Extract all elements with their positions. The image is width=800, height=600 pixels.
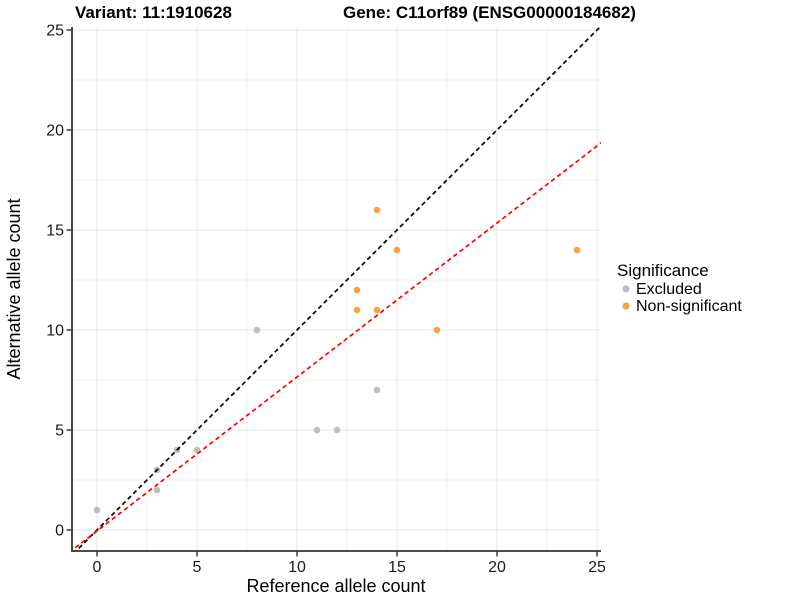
data-point-non-significant <box>353 286 361 294</box>
data-point-non-significant <box>353 306 361 314</box>
legend-label-excluded: Excluded <box>636 281 702 298</box>
regression-line <box>72 141 601 551</box>
identity-line <box>74 27 601 551</box>
data-point-excluded <box>93 506 101 514</box>
x-tick-15: 15 <box>388 559 406 576</box>
x-tick-10: 10 <box>288 559 306 576</box>
gene-title: Gene: C11orf89 (ENSG00000184682) <box>343 3 636 22</box>
y-tick-15: 15 <box>46 223 64 240</box>
data-point-non-significant <box>373 206 381 214</box>
data-point-excluded <box>153 486 161 494</box>
reference-lines <box>72 27 601 551</box>
y-tick-0: 0 <box>55 523 64 540</box>
data-point-non-significant <box>433 326 441 334</box>
data-point-non-significant <box>373 306 381 314</box>
y-tick-20: 20 <box>46 123 64 140</box>
x-axis-title: Reference allele count <box>246 576 425 596</box>
gridlines-minor <box>72 27 601 551</box>
data-point-non-significant <box>573 246 581 254</box>
legend-title: Significance <box>617 261 709 280</box>
legend-label-non-significant: Non-significant <box>636 298 742 315</box>
data-point-excluded <box>333 426 341 434</box>
legend-swatch-non-significant <box>622 302 630 310</box>
data-point-excluded <box>193 446 201 454</box>
x-tick-20: 20 <box>488 559 506 576</box>
x-tick-0: 0 <box>93 559 102 576</box>
legend: Significance Excluded Non-significant <box>617 261 742 315</box>
scatter-points <box>93 206 581 514</box>
data-point-excluded <box>253 326 261 334</box>
legend-swatch-excluded <box>622 285 630 293</box>
x-tick-25: 25 <box>588 559 606 576</box>
x-tick-5: 5 <box>193 559 202 576</box>
x-tick-labels: 0 5 10 15 20 25 <box>93 559 606 576</box>
variant-title: Variant: 11:1910628 <box>75 3 232 22</box>
y-tick-labels: 0 5 10 15 20 25 <box>46 23 64 540</box>
data-point-excluded <box>373 386 381 394</box>
y-tick-25: 25 <box>46 23 64 40</box>
y-tick-5: 5 <box>55 423 64 440</box>
data-point-excluded <box>313 426 321 434</box>
y-tick-10: 10 <box>46 323 64 340</box>
data-point-non-significant <box>393 246 401 254</box>
y-axis-title: Alternative allele count <box>4 198 24 379</box>
axis-tick-marks <box>66 29 598 557</box>
